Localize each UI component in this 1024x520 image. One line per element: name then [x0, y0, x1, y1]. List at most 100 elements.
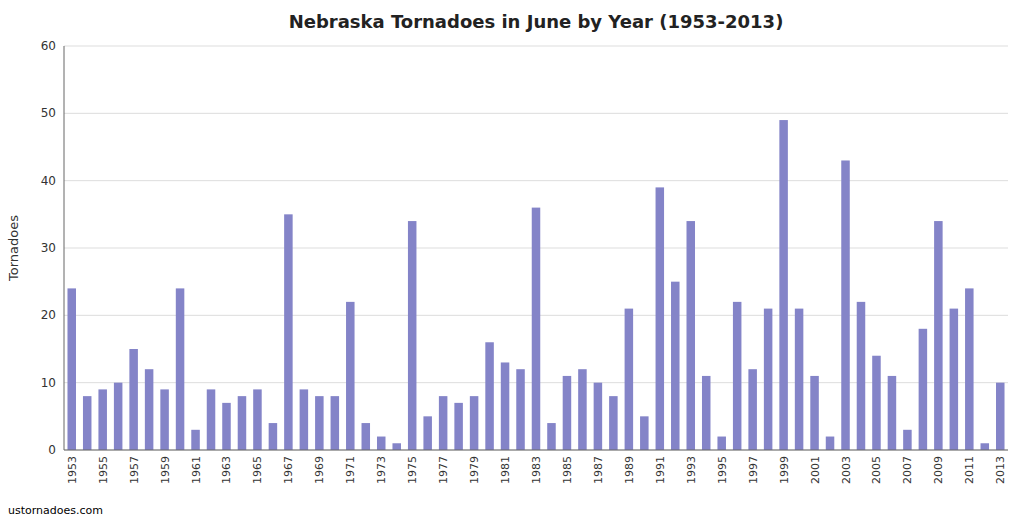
- bar: [981, 443, 990, 450]
- chart: 0102030405060195319551957195919611963196…: [0, 0, 1024, 520]
- x-tick-label: 1989: [623, 456, 636, 484]
- bar: [145, 369, 154, 450]
- bar: [114, 383, 123, 450]
- bar: [516, 369, 525, 450]
- x-tick-label: 1965: [251, 456, 264, 484]
- x-tick-label: 1997: [747, 456, 760, 484]
- bar: [191, 430, 200, 450]
- bar: [578, 369, 587, 450]
- bar: [717, 437, 726, 450]
- bar: [826, 437, 835, 450]
- bar: [408, 221, 417, 450]
- bar: [83, 396, 92, 450]
- bar: [594, 383, 603, 450]
- bar: [748, 369, 757, 450]
- x-tick-label: 1995: [716, 456, 729, 484]
- grid-line: [64, 450, 1008, 451]
- bar: [857, 302, 866, 450]
- bar: [965, 288, 974, 450]
- x-tick-label: 1971: [344, 456, 357, 484]
- x-tick-label: 1963: [220, 456, 233, 484]
- bar: [377, 437, 386, 450]
- y-tick-label: 0: [48, 443, 56, 457]
- bar: [625, 309, 634, 450]
- x-tick-label: 2011: [963, 456, 976, 484]
- x-tick-label: 1987: [592, 456, 605, 484]
- title: Nebraska Tornadoes in June by Year (1953…: [289, 11, 784, 32]
- x-tick-label: 1969: [313, 456, 326, 484]
- bar: [609, 396, 618, 450]
- bar: [98, 389, 107, 450]
- bar: [764, 309, 773, 450]
- bar: [779, 120, 788, 450]
- x-tick-label: 1959: [159, 456, 172, 484]
- bar: [253, 389, 262, 450]
- bar: [423, 416, 432, 450]
- y-tick-label: 20: [41, 308, 56, 322]
- bar: [919, 329, 928, 450]
- grid: [64, 46, 1008, 450]
- bar: [331, 396, 340, 450]
- bar: [547, 423, 556, 450]
- bar: [810, 376, 819, 450]
- grid-line: [64, 180, 1008, 181]
- x-axis: [64, 450, 1008, 451]
- bar: [671, 282, 680, 450]
- bar: [362, 423, 371, 450]
- bar: [656, 187, 665, 450]
- bars: [67, 120, 1004, 450]
- x-tick-label: 1961: [190, 456, 203, 484]
- x-tick-label: 1979: [468, 456, 481, 484]
- bar: [470, 396, 479, 450]
- bar: [454, 403, 463, 450]
- bar: [996, 383, 1005, 450]
- bar: [439, 396, 448, 450]
- x-tick-label: 1985: [561, 456, 574, 484]
- x-tick-label: 2005: [870, 456, 883, 484]
- bar: [686, 221, 695, 450]
- x-tick-label: 1953: [66, 456, 79, 484]
- bar: [238, 396, 247, 450]
- x-tick-label: 1999: [778, 456, 791, 484]
- y-tick-label: 10: [41, 376, 56, 390]
- x-tick-label: 2009: [932, 456, 945, 484]
- bar: [888, 376, 897, 450]
- watermark: ustornadoes.com: [8, 504, 103, 517]
- bar: [284, 214, 293, 450]
- bar: [485, 342, 494, 450]
- x-tick-label: 2001: [809, 456, 822, 484]
- bar: [176, 288, 185, 450]
- bar: [702, 376, 711, 450]
- x-tick-label: 1975: [406, 456, 419, 484]
- y-tick-label: 60: [41, 39, 56, 53]
- x-tick-label: 1991: [654, 456, 667, 484]
- bar: [872, 356, 881, 450]
- x-tick-label: 1993: [685, 456, 698, 484]
- bar: [160, 389, 169, 450]
- bar: [269, 423, 278, 450]
- y-axis: [64, 46, 65, 450]
- x-tick-label: 2007: [901, 456, 914, 484]
- x-tick-label: 1967: [282, 456, 295, 484]
- bar: [733, 302, 742, 450]
- x-tick-label: 1977: [437, 456, 450, 484]
- x-tick-label: 1981: [499, 456, 512, 484]
- x-tick-label: 1983: [530, 456, 543, 484]
- x-tick-label: 1973: [375, 456, 388, 484]
- bar: [501, 362, 510, 450]
- bar: [795, 309, 804, 450]
- bar: [207, 389, 216, 450]
- bar: [222, 403, 231, 450]
- bar: [392, 443, 401, 450]
- x-tick-label: 1957: [128, 456, 141, 484]
- x-tick-label: 2003: [840, 456, 853, 484]
- bar: [950, 309, 959, 450]
- grid-line: [64, 113, 1008, 114]
- bar: [841, 160, 850, 450]
- bar: [563, 376, 572, 450]
- y-tick-label: 50: [41, 106, 56, 120]
- y-tick-label: 40: [41, 174, 56, 188]
- bar: [903, 430, 912, 450]
- y-tick-label: 30: [41, 241, 56, 255]
- bar: [300, 389, 309, 450]
